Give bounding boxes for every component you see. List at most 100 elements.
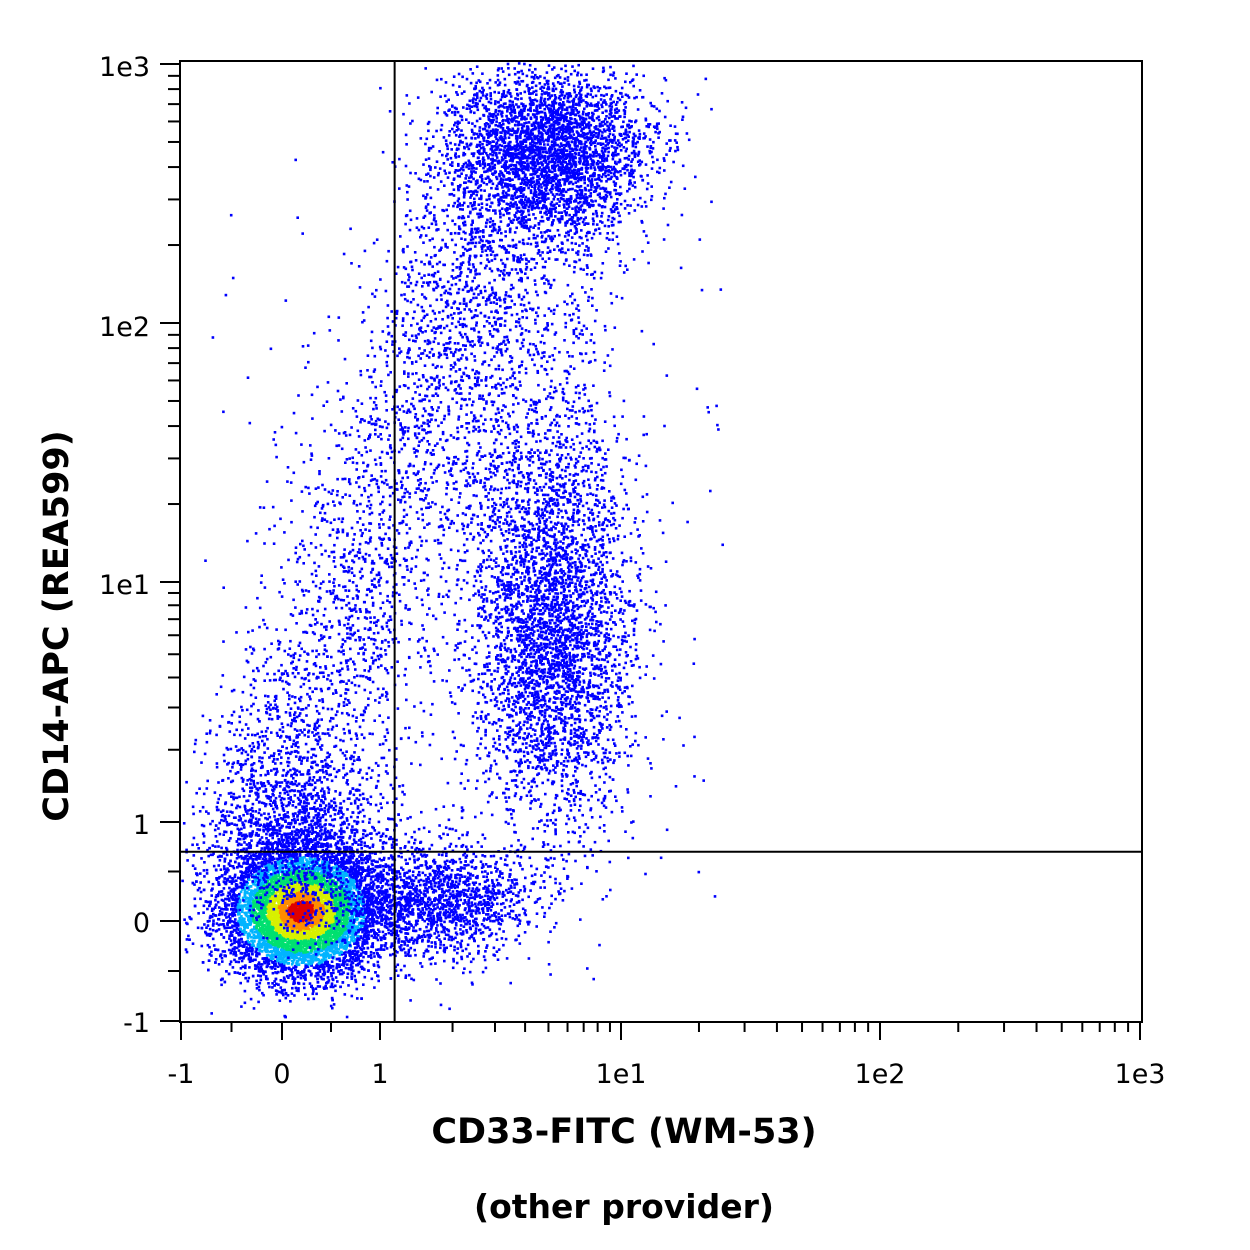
event-dot [278, 935, 282, 939]
event-dot [302, 903, 306, 906]
event-dot [233, 873, 237, 877]
event-dot [209, 902, 212, 905]
event-dot [290, 839, 294, 843]
event-dot [282, 943, 286, 946]
event-dot [369, 922, 372, 925]
event-dot [334, 984, 337, 988]
event-dot [370, 929, 373, 932]
event-dot [356, 889, 360, 893]
event-dot [377, 933, 380, 937]
event-dot [380, 938, 383, 942]
event-dot [276, 860, 279, 863]
event-dot [362, 858, 365, 862]
event-dot [281, 970, 285, 974]
event-dot [284, 835, 288, 839]
event-dot [307, 876, 310, 879]
event-dot [357, 907, 360, 910]
event-dot [298, 857, 302, 861]
event-dot [273, 980, 276, 983]
event-dot [244, 903, 247, 907]
event-dot [220, 956, 224, 960]
event-dot [243, 989, 247, 993]
event-dot [373, 955, 376, 958]
event-dot [329, 843, 332, 846]
event-dot [298, 935, 302, 939]
event-dot [302, 982, 306, 986]
event-dot [356, 953, 359, 956]
event-dot [252, 927, 256, 931]
event-dot [217, 906, 221, 909]
event-dot [247, 952, 251, 956]
event-dot [363, 879, 366, 882]
event-dot [255, 979, 258, 983]
event-dot [235, 879, 238, 882]
event-dot [199, 872, 202, 875]
event-dot [237, 862, 241, 865]
event-dot [337, 915, 341, 919]
event-dot [360, 840, 363, 844]
event-dot [240, 910, 244, 914]
event-dot [233, 941, 236, 945]
event-dot [273, 967, 277, 970]
event-dot [235, 857, 239, 860]
event-dot [371, 851, 374, 855]
event-dot [260, 900, 263, 904]
event-dot [212, 919, 215, 922]
event-dot [246, 936, 250, 940]
event-dot [352, 958, 355, 961]
event-dot [332, 955, 336, 958]
event-dot [271, 901, 274, 904]
event-dot [346, 963, 349, 966]
event-dot [305, 941, 308, 944]
event-dot [361, 937, 365, 940]
event-dot [363, 942, 366, 946]
event-dot [260, 836, 264, 839]
event-dot [282, 979, 285, 983]
event-dot [258, 981, 262, 985]
event-dot [242, 881, 246, 885]
event-dot [274, 971, 277, 974]
event-dot [240, 944, 243, 947]
event-dot [238, 916, 241, 920]
event-dot [228, 886, 231, 890]
event-dot [185, 938, 189, 941]
event-dot [358, 907, 362, 910]
event-dot [213, 828, 217, 832]
event-dot [343, 993, 347, 996]
event-dot [200, 944, 204, 948]
event-dot [221, 893, 225, 896]
event-dot [245, 883, 248, 886]
event-dot [355, 907, 358, 910]
event-dot [267, 870, 270, 873]
event-dot [264, 862, 267, 866]
event-dot [268, 890, 272, 893]
event-dot [258, 857, 261, 860]
event-dot [281, 863, 285, 867]
event-dot [284, 996, 288, 1000]
event-dot [205, 872, 209, 875]
event-dot [277, 872, 281, 875]
event-dot [340, 953, 344, 956]
event-dot [303, 856, 306, 859]
event-dot [320, 887, 323, 890]
event-dot [197, 912, 200, 915]
event-dot [389, 900, 393, 904]
event-dot [257, 861, 260, 865]
event-dot [267, 982, 270, 985]
event-dot [243, 917, 246, 921]
event-dot [343, 882, 346, 885]
event-dot [325, 895, 329, 899]
event-dot [287, 803, 290, 807]
event-dot [358, 960, 362, 963]
event-dot [353, 938, 357, 941]
event-dot [208, 934, 212, 937]
event-dot [240, 865, 244, 868]
event-dot [363, 841, 366, 845]
event-dot [230, 920, 234, 923]
event-dot [286, 902, 290, 905]
event-dot [234, 895, 237, 898]
event-dot [362, 983, 365, 986]
event-dot [380, 916, 383, 919]
event-dot [376, 901, 380, 904]
event-dot [295, 929, 298, 932]
